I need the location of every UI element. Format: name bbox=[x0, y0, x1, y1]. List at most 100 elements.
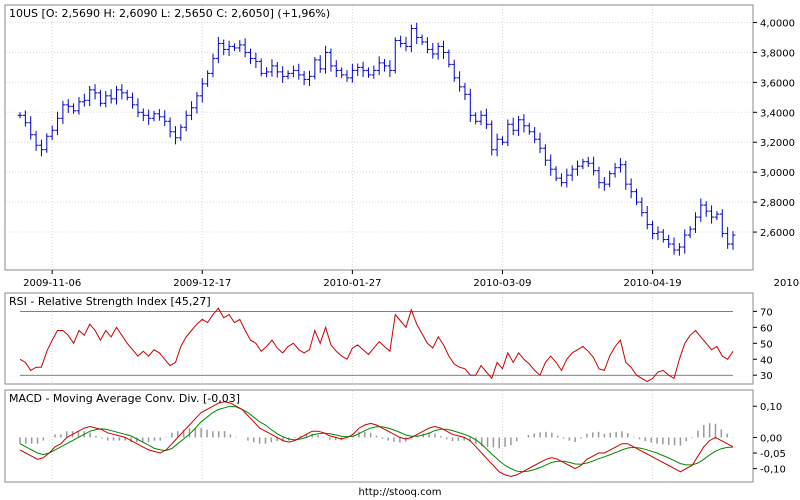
price-bar bbox=[253, 52, 259, 68]
price-y-axis: 4,0000 3,8000 3,6000 3,4000 3,2000 3,0000 2,80… bbox=[753, 18, 795, 239]
price-bar bbox=[585, 156, 591, 168]
price-bar bbox=[307, 70, 312, 86]
price-bar bbox=[114, 85, 119, 105]
price-bar bbox=[221, 39, 227, 56]
price-bar bbox=[371, 65, 377, 79]
price-bar bbox=[296, 63, 302, 80]
price-bar bbox=[60, 100, 66, 124]
price-bar bbox=[274, 62, 280, 78]
price-bar bbox=[564, 168, 570, 188]
source-url-link[interactable]: http://stooq.com bbox=[359, 487, 442, 498]
price-bar bbox=[146, 109, 152, 125]
price-panel-frame bbox=[4, 4, 754, 271]
price-bar bbox=[215, 36, 221, 64]
price-bar bbox=[473, 112, 479, 125]
price-bar bbox=[135, 98, 141, 118]
price-bar bbox=[655, 226, 661, 241]
price-bar bbox=[500, 136, 505, 146]
price-bar bbox=[285, 70, 291, 80]
macd-y-tick-label: -0,10 bbox=[760, 465, 786, 476]
macd-panel: 0,10 0,00 -0,05 -0,10 MACD - Moving Average… bbox=[4, 389, 786, 483]
price-bar bbox=[140, 108, 146, 121]
price-bar bbox=[92, 84, 98, 100]
rsi-y-tick-label: 30 bbox=[760, 371, 773, 382]
price-bar bbox=[575, 160, 580, 176]
price-bar bbox=[687, 226, 693, 239]
macd-y-tick-label: -0,05 bbox=[760, 449, 786, 460]
price-bars bbox=[17, 22, 736, 256]
rsi-y-axis: 70 60 50 40 30 bbox=[753, 307, 773, 382]
price-bar bbox=[173, 126, 178, 145]
price-bar bbox=[49, 125, 55, 141]
price-bar bbox=[210, 53, 216, 78]
price-bar bbox=[510, 117, 516, 136]
price-bar bbox=[478, 110, 484, 126]
price-bar bbox=[601, 176, 607, 191]
price-bar bbox=[349, 63, 355, 83]
price-bar bbox=[628, 178, 634, 199]
rsi-panel-title: RSI - Relative Strength Index [45,27] bbox=[9, 295, 211, 308]
price-bar bbox=[526, 122, 532, 135]
price-bar bbox=[682, 229, 688, 254]
price-bar bbox=[366, 67, 371, 78]
price-bar bbox=[151, 110, 157, 122]
price-y-tick-label: 2,8000 bbox=[760, 198, 795, 209]
price-bar bbox=[119, 84, 125, 100]
price-bar bbox=[17, 112, 23, 119]
price-bar bbox=[317, 55, 323, 73]
price-bar bbox=[130, 92, 135, 109]
price-bar bbox=[489, 120, 495, 156]
price-bar bbox=[403, 36, 409, 52]
price-bar bbox=[591, 156, 597, 176]
price-bar bbox=[39, 139, 44, 157]
price-bar bbox=[414, 22, 420, 45]
price-bar bbox=[714, 211, 720, 221]
price-bar bbox=[425, 37, 430, 54]
price-bar bbox=[237, 40, 243, 52]
price-bar bbox=[537, 132, 543, 154]
price-y-tick-label: 3,2000 bbox=[760, 138, 795, 149]
price-bar bbox=[156, 109, 162, 121]
macd-grid bbox=[51, 391, 654, 481]
macd-y-tick-label: 0,10 bbox=[760, 402, 782, 413]
price-bar bbox=[505, 119, 511, 147]
price-bar bbox=[607, 170, 613, 188]
price-bar bbox=[376, 56, 382, 76]
price-bar bbox=[462, 82, 468, 101]
price-bar bbox=[232, 43, 237, 51]
price-bar bbox=[650, 220, 655, 240]
price-bar bbox=[280, 66, 286, 83]
price-y-tick-label: 3,6000 bbox=[760, 78, 795, 89]
price-bar bbox=[623, 160, 629, 190]
price-bar bbox=[242, 38, 248, 58]
price-bar bbox=[382, 59, 387, 72]
price-bar bbox=[344, 70, 350, 82]
price-bar bbox=[387, 60, 393, 77]
price-y-tick-label: 3,0000 bbox=[760, 168, 795, 179]
price-bar bbox=[328, 48, 334, 72]
price-bar bbox=[451, 59, 457, 82]
price-bar bbox=[178, 124, 184, 141]
price-bar bbox=[189, 101, 194, 121]
price-bar bbox=[521, 114, 527, 133]
rsi-reference-lines bbox=[20, 310, 733, 376]
price-bar bbox=[644, 206, 650, 230]
price-bar bbox=[660, 229, 666, 243]
macd-line bbox=[19, 401, 734, 477]
price-bar bbox=[290, 65, 296, 78]
rsi-panel: 70 60 50 40 30 RSI - Relative Strength Index… bbox=[4, 292, 773, 385]
price-bar bbox=[446, 49, 452, 68]
price-bar bbox=[676, 243, 682, 256]
price-bar bbox=[108, 89, 114, 104]
date-tick-label: 2010-04-19 bbox=[624, 278, 682, 289]
price-bar bbox=[430, 42, 436, 59]
price-bar bbox=[339, 67, 345, 78]
price-bar bbox=[264, 67, 270, 78]
price-bar bbox=[671, 237, 677, 255]
date-tick-label: 2010-03-09 bbox=[473, 278, 531, 289]
price-bar bbox=[360, 61, 366, 77]
price-bar bbox=[71, 103, 77, 114]
macd-y-tick-label: 0,00 bbox=[760, 433, 782, 444]
date-tick-label: 2009-12-17 bbox=[173, 278, 231, 289]
